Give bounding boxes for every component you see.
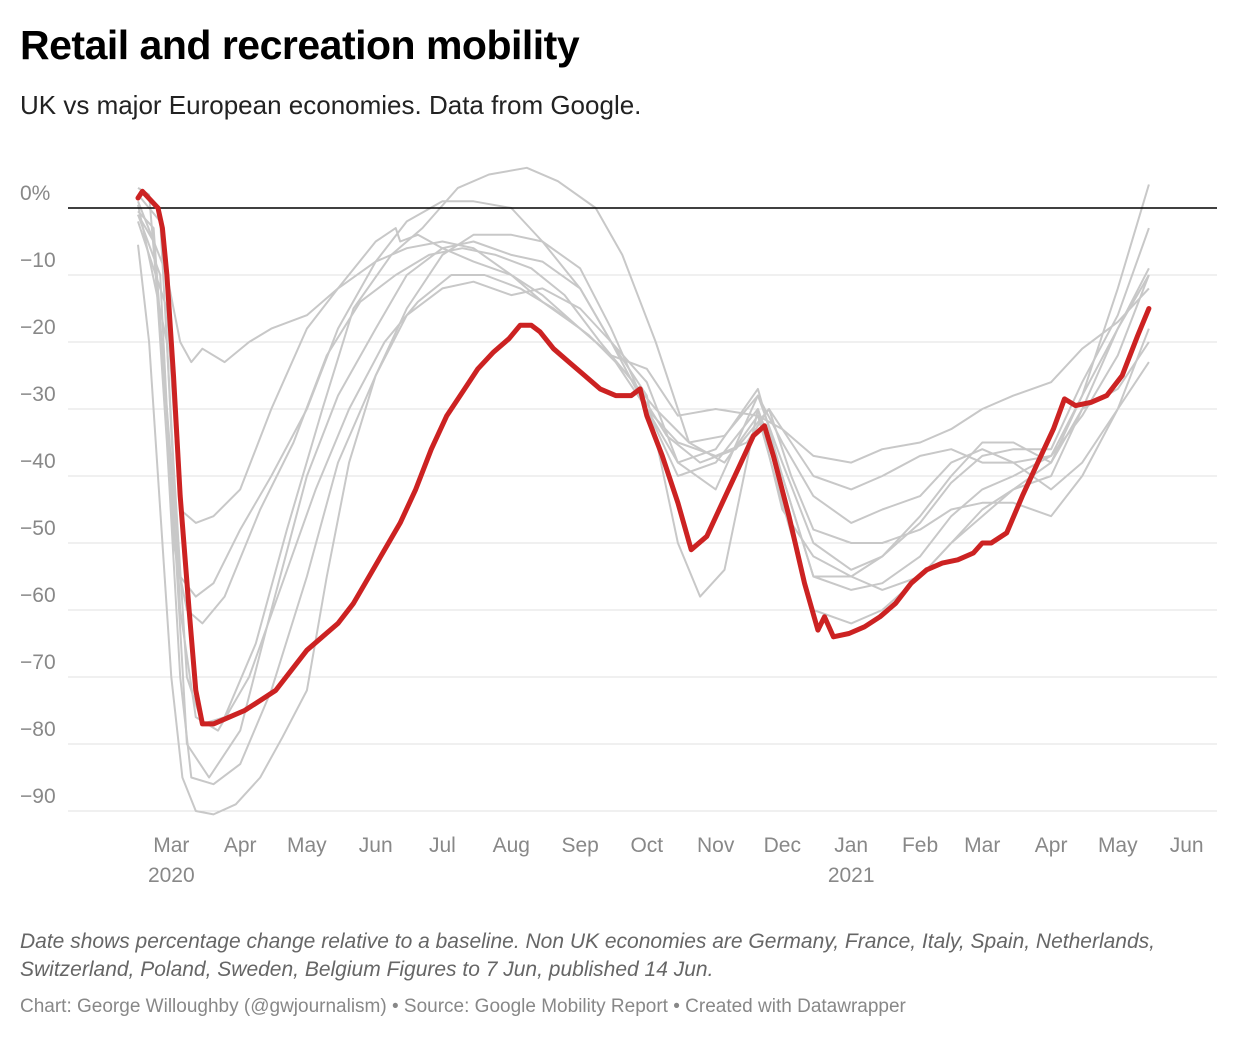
x-tick-label: Jan — [834, 834, 868, 857]
uk-series-line — [135, 188, 1152, 727]
x-tick-label: Jun — [359, 834, 393, 857]
chart-byline: Chart: George Willoughby (@gwjournalism)… — [20, 994, 906, 1020]
y-tick-label: −10 — [20, 249, 56, 272]
comparison-series-line — [137, 204, 1150, 732]
y-tick-label: 0% — [20, 182, 50, 205]
x-axis-tick-labels: Mar 2020 Apr May Jun Jul Aug Sep Oct Nov Dec Jan 202… — [148, 834, 1204, 887]
y-tick-label: −40 — [20, 450, 56, 473]
comparison-series-line — [137, 187, 1150, 598]
x-tick-year-label: 2020 — [148, 864, 195, 887]
x-tick-label: May — [287, 834, 327, 857]
x-tick-label: Mar — [964, 834, 1000, 857]
grid-lines — [68, 274, 1217, 812]
y-tick-label: −80 — [20, 718, 56, 741]
byline-tool: Created with Datawrapper — [685, 996, 906, 1017]
x-tick-label: Feb — [902, 834, 938, 857]
byline-separator: • — [386, 996, 404, 1017]
byline-separator: • — [667, 996, 686, 1017]
uk-line-group — [135, 188, 1152, 727]
chart-title: Retail and recreation mobility — [20, 22, 580, 68]
x-tick-label: Aug — [493, 834, 530, 857]
x-tick-label: Jun — [1170, 834, 1204, 857]
comparison-series-line — [137, 210, 1150, 779]
x-tick-label: Dec — [764, 834, 801, 857]
x-tick-label: Oct — [630, 834, 663, 857]
y-tick-label: −90 — [20, 785, 56, 808]
y-tick-label: −60 — [20, 584, 56, 607]
x-tick-label: Apr — [224, 834, 257, 857]
y-axis-tick-labels: 0% −10 −20 −30 −40 −50 −60 −70 −80 −90 — [20, 182, 56, 808]
y-tick-label: −50 — [20, 517, 56, 540]
x-tick-label: Mar — [153, 834, 189, 857]
line-chart: 0% −10 −20 −30 −40 −50 −60 −70 −80 −90 Mar 2020 Apr… — [20, 166, 1217, 887]
x-tick-label: Jul — [429, 834, 456, 857]
x-tick-label: Nov — [697, 834, 735, 857]
comparison-series-line — [137, 200, 1150, 491]
comparison-series-line — [137, 221, 1150, 524]
y-tick-label: −20 — [20, 316, 56, 339]
y-tick-label: −30 — [20, 383, 56, 406]
x-tick-label: May — [1098, 834, 1138, 857]
chart-subtitle: UK vs major European economies. Data fro… — [20, 90, 642, 120]
x-tick-label: Apr — [1035, 834, 1068, 857]
comparison-series-line — [137, 166, 1150, 725]
x-tick-label: Sep — [561, 834, 598, 857]
byline-source: Source: Google Mobility Report — [403, 996, 668, 1017]
byline-author: Chart: George Willoughby (@gwjournalism) — [20, 996, 387, 1017]
x-tick-year-label: 2021 — [828, 864, 875, 887]
other-economies-lines — [137, 166, 1150, 816]
chart-note: Date shows percentage change relative to… — [20, 930, 1155, 981]
y-tick-label: −70 — [20, 651, 56, 674]
